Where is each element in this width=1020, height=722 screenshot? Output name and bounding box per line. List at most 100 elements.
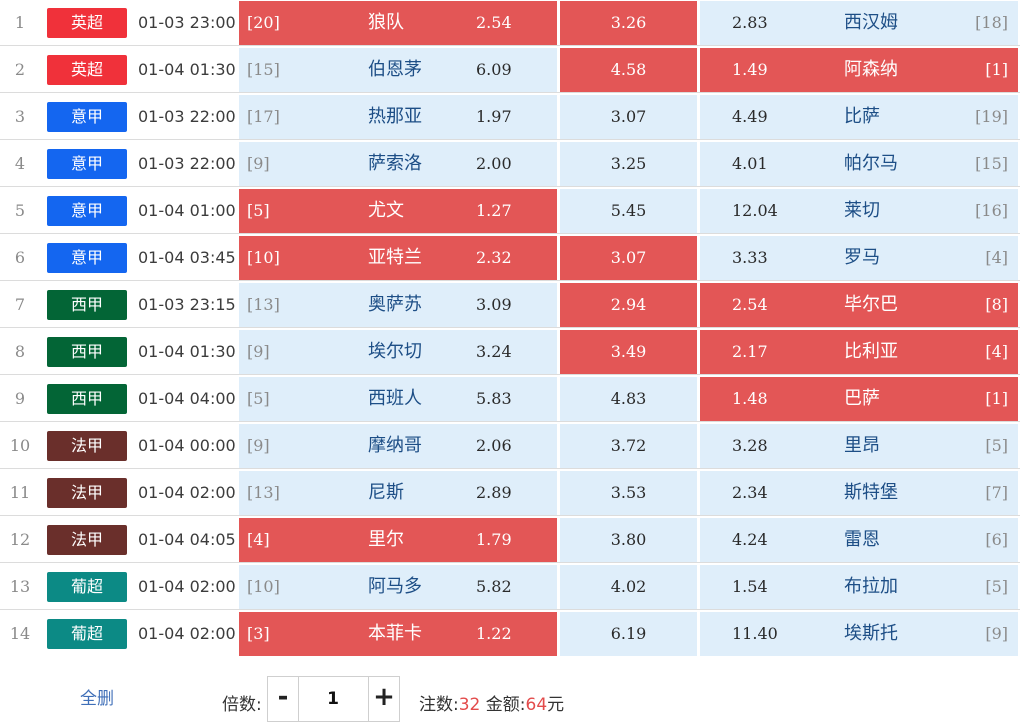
away-win-option[interactable]: 11.40 埃斯托 [9] xyxy=(700,612,1018,656)
draw-option[interactable]: 3.26 xyxy=(560,1,697,45)
home-win-option[interactable]: [15] 伯恩茅 6.09 xyxy=(239,48,557,92)
away-win-option[interactable]: 2.54 毕尔巴 [8] xyxy=(700,283,1018,327)
draw-option[interactable]: 2.94 xyxy=(560,283,697,327)
away-odds: 2.54 xyxy=(732,295,768,314)
league-badge[interactable]: 意甲 xyxy=(47,102,127,132)
home-win-option[interactable]: [5] 西班人 5.83 xyxy=(239,377,557,421)
league-badge[interactable]: 意甲 xyxy=(47,149,127,179)
match-time: 01-04 01:00 xyxy=(138,201,236,220)
draw-odds: 5.45 xyxy=(610,201,647,220)
away-odds: 1.48 xyxy=(732,389,768,408)
row-divider xyxy=(0,468,1020,469)
away-win-option[interactable]: 2.17 比利亚 [4] xyxy=(700,330,1018,374)
draw-option[interactable]: 3.25 xyxy=(560,142,697,186)
amount-value: 64 xyxy=(525,695,548,715)
league-badge[interactable]: 意甲 xyxy=(47,196,127,226)
away-rank: [1] xyxy=(985,60,1008,79)
draw-option[interactable]: 3.07 xyxy=(560,236,697,280)
bets-label: 注数: xyxy=(419,695,459,715)
away-team: 巴萨 xyxy=(844,388,880,409)
draw-option[interactable]: 4.83 xyxy=(560,377,697,421)
home-win-option[interactable]: [13] 奥萨苏 3.09 xyxy=(239,283,557,327)
away-odds: 2.17 xyxy=(732,342,768,361)
match-row: 7 西甲 01-03 23:15 [13] 奥萨苏 3.09 2.94 2.54 毕尔巴 [8] xyxy=(0,282,1020,328)
multiplier-input[interactable] xyxy=(299,677,367,721)
home-rank: [13] xyxy=(247,295,280,314)
draw-option[interactable]: 5.45 xyxy=(560,189,697,233)
away-win-option[interactable]: 3.33 罗马 [4] xyxy=(700,236,1018,280)
away-win-option[interactable]: 1.49 阿森纳 [1] xyxy=(700,48,1018,92)
clear-all-link[interactable]: 全删 xyxy=(80,689,114,709)
home-win-option[interactable]: [20] 狼队 2.54 xyxy=(239,1,557,45)
row-divider xyxy=(0,609,1020,610)
match-row: 8 西甲 01-04 01:30 [9] 埃尔切 3.24 3.49 2.17 比利亚 [4] xyxy=(0,329,1020,375)
home-win-option[interactable]: [9] 萨索洛 2.00 xyxy=(239,142,557,186)
home-win-option[interactable]: [4] 里尔 1.79 xyxy=(239,518,557,562)
currency-label: 元 xyxy=(547,695,565,715)
home-rank: [17] xyxy=(247,107,280,126)
league-badge[interactable]: 英超 xyxy=(47,55,127,85)
league-badge[interactable]: 英超 xyxy=(47,8,127,38)
match-time: 01-03 22:00 xyxy=(138,107,236,126)
home-rank: [15] xyxy=(247,60,280,79)
draw-option[interactable]: 3.07 xyxy=(560,95,697,139)
league-badge[interactable]: 西甲 xyxy=(47,384,127,414)
draw-option[interactable]: 6.19 xyxy=(560,612,697,656)
league-badge[interactable]: 葡超 xyxy=(47,619,127,649)
home-win-option[interactable]: [5] 尤文 1.27 xyxy=(239,189,557,233)
home-win-option[interactable]: [3] 本菲卡 1.22 xyxy=(239,612,557,656)
home-rank: [10] xyxy=(247,577,280,596)
home-team: 萨索洛 xyxy=(368,153,422,174)
home-odds: 2.00 xyxy=(476,154,512,173)
draw-option[interactable]: 3.53 xyxy=(560,471,697,515)
home-odds: 2.89 xyxy=(476,483,512,502)
draw-option[interactable]: 3.72 xyxy=(560,424,697,468)
league-badge[interactable]: 意甲 xyxy=(47,243,127,273)
league-badge[interactable]: 法甲 xyxy=(47,525,127,555)
away-win-option[interactable]: 4.49 比萨 [19] xyxy=(700,95,1018,139)
row-divider xyxy=(0,139,1020,140)
away-win-option[interactable]: 1.48 巴萨 [1] xyxy=(700,377,1018,421)
league-badge[interactable]: 葡超 xyxy=(47,572,127,602)
league-badge[interactable]: 法甲 xyxy=(47,431,127,461)
home-win-option[interactable]: [17] 热那亚 1.97 xyxy=(239,95,557,139)
row-divider xyxy=(0,421,1020,422)
home-win-option[interactable]: [9] 埃尔切 3.24 xyxy=(239,330,557,374)
away-win-option[interactable]: 4.01 帕尔马 [15] xyxy=(700,142,1018,186)
draw-odds: 3.25 xyxy=(610,154,647,173)
decrease-multiplier-button[interactable]: - xyxy=(268,677,299,721)
league-badge[interactable]: 法甲 xyxy=(47,478,127,508)
away-win-option[interactable]: 2.83 西汉姆 [18] xyxy=(700,1,1018,45)
home-rank: [9] xyxy=(247,154,270,173)
away-win-option[interactable]: 3.28 里昂 [5] xyxy=(700,424,1018,468)
home-team: 热那亚 xyxy=(368,106,422,127)
away-win-option[interactable]: 12.04 莱切 [16] xyxy=(700,189,1018,233)
away-odds: 2.83 xyxy=(732,13,768,32)
league-badge[interactable]: 西甲 xyxy=(47,290,127,320)
home-odds: 2.54 xyxy=(476,13,512,32)
league-badge[interactable]: 西甲 xyxy=(47,337,127,367)
away-team: 埃斯托 xyxy=(844,623,898,644)
home-win-option[interactable]: [10] 亚特兰 2.32 xyxy=(239,236,557,280)
away-win-option[interactable]: 4.24 雷恩 [6] xyxy=(700,518,1018,562)
away-rank: [16] xyxy=(975,201,1008,220)
match-row: 13 葡超 01-04 02:00 [10] 阿马多 5.82 4.02 1.54 布拉加 [5] xyxy=(0,564,1020,610)
match-index: 1 xyxy=(14,13,26,32)
home-rank: [13] xyxy=(247,483,280,502)
away-win-option[interactable]: 2.34 斯特堡 [7] xyxy=(700,471,1018,515)
draw-option[interactable]: 4.02 xyxy=(560,565,697,609)
home-win-option[interactable]: [9] 摩纳哥 2.06 xyxy=(239,424,557,468)
home-win-option[interactable]: [13] 尼斯 2.89 xyxy=(239,471,557,515)
multiplier-stepper: - + xyxy=(267,676,400,722)
away-odds: 4.24 xyxy=(732,530,768,549)
draw-odds: 3.53 xyxy=(610,483,647,502)
draw-option[interactable]: 3.49 xyxy=(560,330,697,374)
away-team: 里昂 xyxy=(844,435,880,456)
increase-multiplier-button[interactable]: + xyxy=(368,677,399,721)
match-row: 5 意甲 01-04 01:00 [5] 尤文 1.27 5.45 12.04 莱切 [16] xyxy=(0,188,1020,234)
draw-option[interactable]: 4.58 xyxy=(560,48,697,92)
away-win-option[interactable]: 1.54 布拉加 [5] xyxy=(700,565,1018,609)
away-team: 布拉加 xyxy=(844,576,898,597)
home-win-option[interactable]: [10] 阿马多 5.82 xyxy=(239,565,557,609)
draw-option[interactable]: 3.80 xyxy=(560,518,697,562)
